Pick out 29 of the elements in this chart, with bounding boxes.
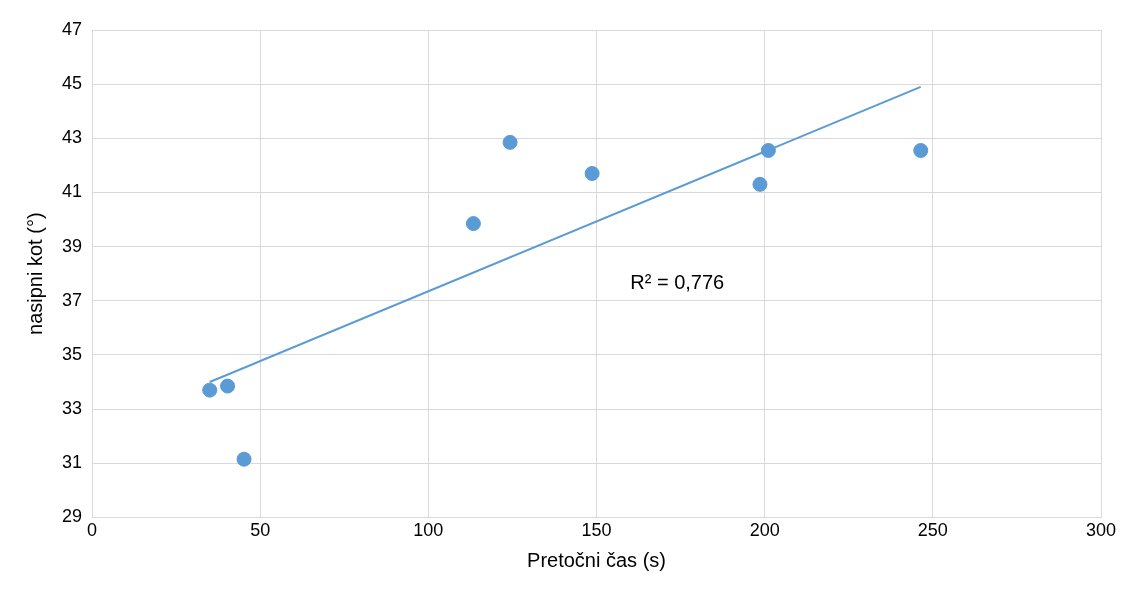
x-tick-label: 300 bbox=[1085, 520, 1117, 541]
x-axis-title: Pretočni čas (s) bbox=[527, 548, 666, 571]
point bbox=[202, 382, 218, 398]
y-tick-label: 47 bbox=[61, 18, 83, 39]
point bbox=[913, 143, 929, 158]
point bbox=[502, 134, 518, 150]
annotation: R² = 0,776 bbox=[630, 270, 725, 293]
point bbox=[760, 143, 776, 158]
y-tick-label: 37 bbox=[61, 289, 83, 310]
y-tick-label: 35 bbox=[61, 343, 83, 364]
point bbox=[465, 216, 481, 232]
point bbox=[236, 451, 252, 467]
y-tick-label: 39 bbox=[61, 235, 83, 256]
y-tick-label: 29 bbox=[61, 506, 83, 527]
x-tick-label: 50 bbox=[250, 520, 271, 541]
y-tick-label: 31 bbox=[61, 452, 83, 473]
y-tick-label: 43 bbox=[61, 127, 83, 148]
point bbox=[584, 166, 600, 182]
x-tick-label: 200 bbox=[749, 520, 780, 541]
point bbox=[220, 378, 236, 394]
x-tick-label: 150 bbox=[581, 520, 612, 541]
x-tick-label: 250 bbox=[917, 520, 948, 541]
x-tick-label: 0 bbox=[87, 520, 98, 541]
point bbox=[752, 176, 768, 192]
y-tick-label: 33 bbox=[61, 398, 83, 419]
x-tick-label: 100 bbox=[413, 520, 444, 541]
y-tick-label: 41 bbox=[61, 181, 83, 202]
y-tick-label: 45 bbox=[61, 73, 83, 94]
y-axis-title: nasipni kot (°) bbox=[23, 212, 46, 335]
